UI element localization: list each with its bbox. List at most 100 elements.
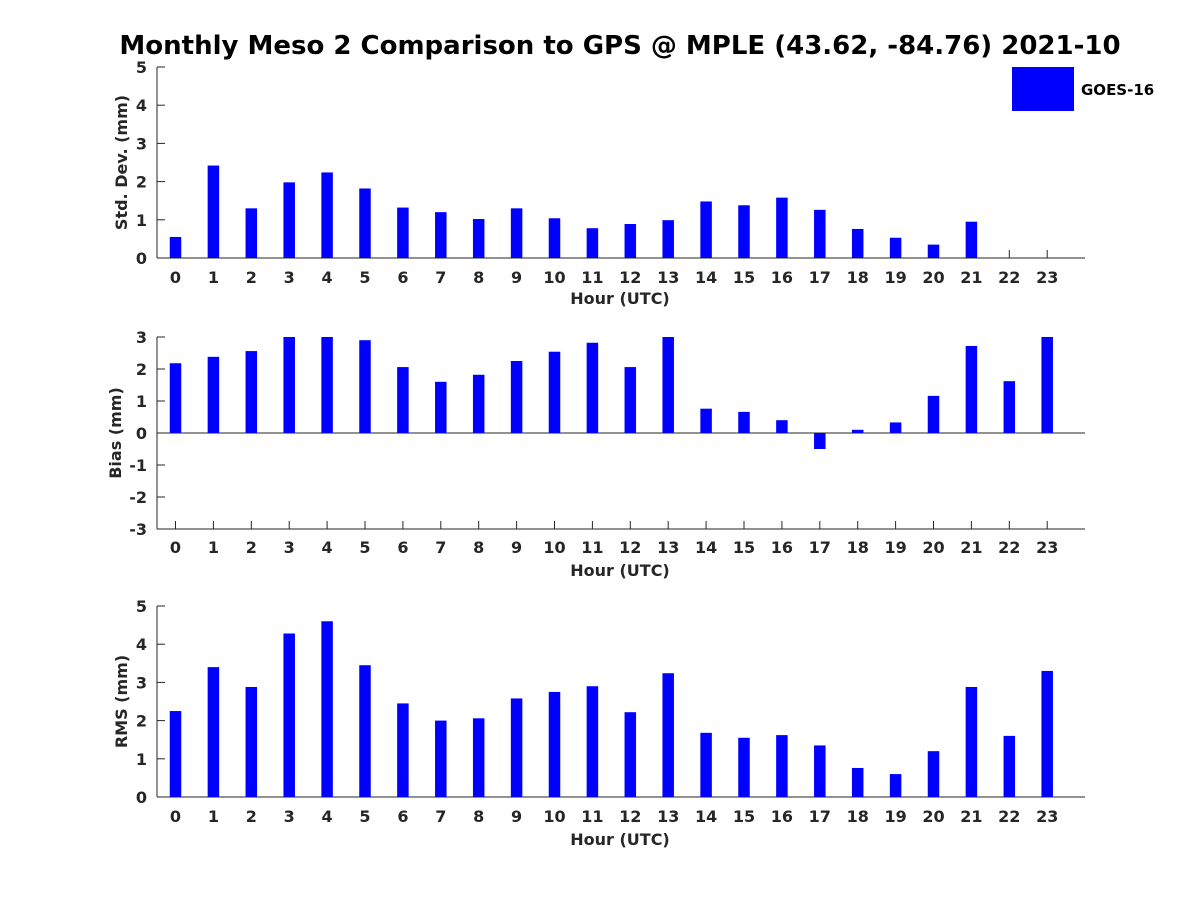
bar-hour-7 — [435, 720, 447, 797]
bar-hour-18 — [851, 767, 864, 797]
x-tick-label: 13 — [657, 538, 679, 557]
bar-hour-14 — [700, 201, 712, 258]
bar-hour-23 — [1041, 670, 1053, 797]
bar-hour-4 — [321, 621, 333, 797]
x-axis-label: Hour (UTC) — [570, 830, 670, 849]
figure-title: Monthly Meso 2 Comparison to GPS @ MPLE … — [119, 31, 1120, 61]
x-tick-label: 18 — [847, 538, 869, 557]
x-tick-label: 17 — [809, 268, 831, 287]
x-tick-label: 10 — [543, 807, 565, 826]
y-tick-label: 0 — [136, 788, 147, 807]
y-tick-label: 3 — [136, 673, 147, 692]
bar-hour-17 — [814, 433, 826, 449]
bar-hour-2 — [245, 208, 258, 258]
x-tick-label: 7 — [435, 807, 446, 826]
x-tick-label: 18 — [847, 268, 869, 287]
y-tick-label: 4 — [136, 635, 147, 654]
x-tick-label: 5 — [359, 538, 370, 557]
x-tick-label: 2 — [246, 538, 257, 557]
x-tick-label: 16 — [771, 268, 793, 287]
bar-hour-17 — [814, 209, 826, 258]
x-tick-label: 0 — [170, 538, 181, 557]
bar-hour-11 — [586, 228, 599, 258]
bar-hour-5 — [359, 340, 371, 433]
x-tick-label: 10 — [543, 268, 565, 287]
x-tick-label: 19 — [884, 268, 906, 287]
x-tick-label: 16 — [771, 538, 793, 557]
bar-hour-8 — [472, 374, 485, 433]
y-tick-label: -1 — [129, 456, 147, 475]
bar-hour-13 — [662, 337, 674, 433]
bar-hour-7 — [435, 381, 447, 433]
bar-hour-16 — [776, 420, 788, 433]
bar-hour-22 — [1003, 381, 1016, 433]
bar-hour-8 — [472, 219, 485, 258]
x-tick-label: 1 — [208, 538, 219, 557]
bar-hour-17 — [814, 745, 826, 797]
bar-hour-0 — [169, 711, 182, 797]
bar-hour-2 — [245, 351, 258, 433]
x-tick-label: 20 — [922, 268, 944, 287]
bar-hour-6 — [397, 367, 409, 433]
x-tick-label: 12 — [619, 538, 641, 557]
x-tick-label: 1 — [208, 807, 219, 826]
x-tick-label: 2 — [246, 807, 257, 826]
legend: GOES-16 — [1012, 67, 1154, 111]
bar-hour-20 — [927, 244, 940, 258]
x-tick-label: 23 — [1036, 538, 1058, 557]
x-tick-label: 0 — [170, 807, 181, 826]
y-tick-label: 0 — [136, 424, 147, 443]
bar-hour-15 — [738, 737, 750, 797]
x-tick-label: 6 — [397, 538, 408, 557]
x-tick-label: 4 — [322, 538, 333, 557]
bar-hour-20 — [927, 751, 940, 797]
bar-hour-16 — [776, 735, 788, 797]
x-tick-label: 15 — [733, 807, 755, 826]
x-tick-label: 5 — [359, 807, 370, 826]
bar-hour-19 — [889, 774, 902, 797]
bar-hour-21 — [965, 345, 978, 433]
bar-hour-15 — [738, 411, 750, 433]
bar-hour-0 — [169, 236, 182, 258]
x-tick-label: 6 — [397, 268, 408, 287]
x-tick-label: 11 — [581, 268, 603, 287]
y-tick-label: 1 — [136, 392, 147, 411]
x-tick-label: 11 — [581, 538, 603, 557]
bar-hour-6 — [397, 703, 409, 797]
bar-hour-9 — [510, 208, 523, 258]
bar-hour-9 — [510, 698, 523, 797]
x-tick-label: 12 — [619, 268, 641, 287]
x-tick-label: 11 — [581, 807, 603, 826]
y-axis-label: Std. Dev. (mm) — [112, 95, 131, 230]
y-tick-label: 2 — [136, 712, 147, 731]
x-tick-label: 10 — [543, 538, 565, 557]
y-tick-label: 0 — [136, 249, 147, 268]
x-tick-label: 20 — [922, 807, 944, 826]
bar-hour-10 — [548, 218, 561, 258]
bar-hour-5 — [359, 188, 371, 258]
x-tick-label: 13 — [657, 268, 679, 287]
x-tick-label: 23 — [1036, 268, 1058, 287]
x-tick-label: 4 — [322, 807, 333, 826]
y-tick-label: 3 — [136, 134, 147, 153]
x-tick-label: 22 — [998, 268, 1020, 287]
bar-hour-1 — [207, 356, 220, 433]
x-tick-label: 18 — [847, 807, 869, 826]
x-tick-label: 21 — [960, 268, 982, 287]
bar-hour-2 — [245, 686, 258, 797]
bar-hour-10 — [548, 351, 561, 433]
bar-hour-15 — [738, 205, 750, 258]
bar-hour-19 — [889, 237, 902, 258]
x-tick-label: 21 — [960, 807, 982, 826]
y-tick-label: 5 — [136, 58, 147, 77]
bar-hour-21 — [965, 221, 978, 258]
bar-hour-9 — [510, 361, 523, 433]
x-tick-label: 12 — [619, 807, 641, 826]
y-tick-label: 4 — [136, 96, 147, 115]
x-tick-label: 21 — [960, 538, 982, 557]
x-tick-label: 3 — [284, 538, 295, 557]
y-tick-label: 2 — [136, 173, 147, 192]
